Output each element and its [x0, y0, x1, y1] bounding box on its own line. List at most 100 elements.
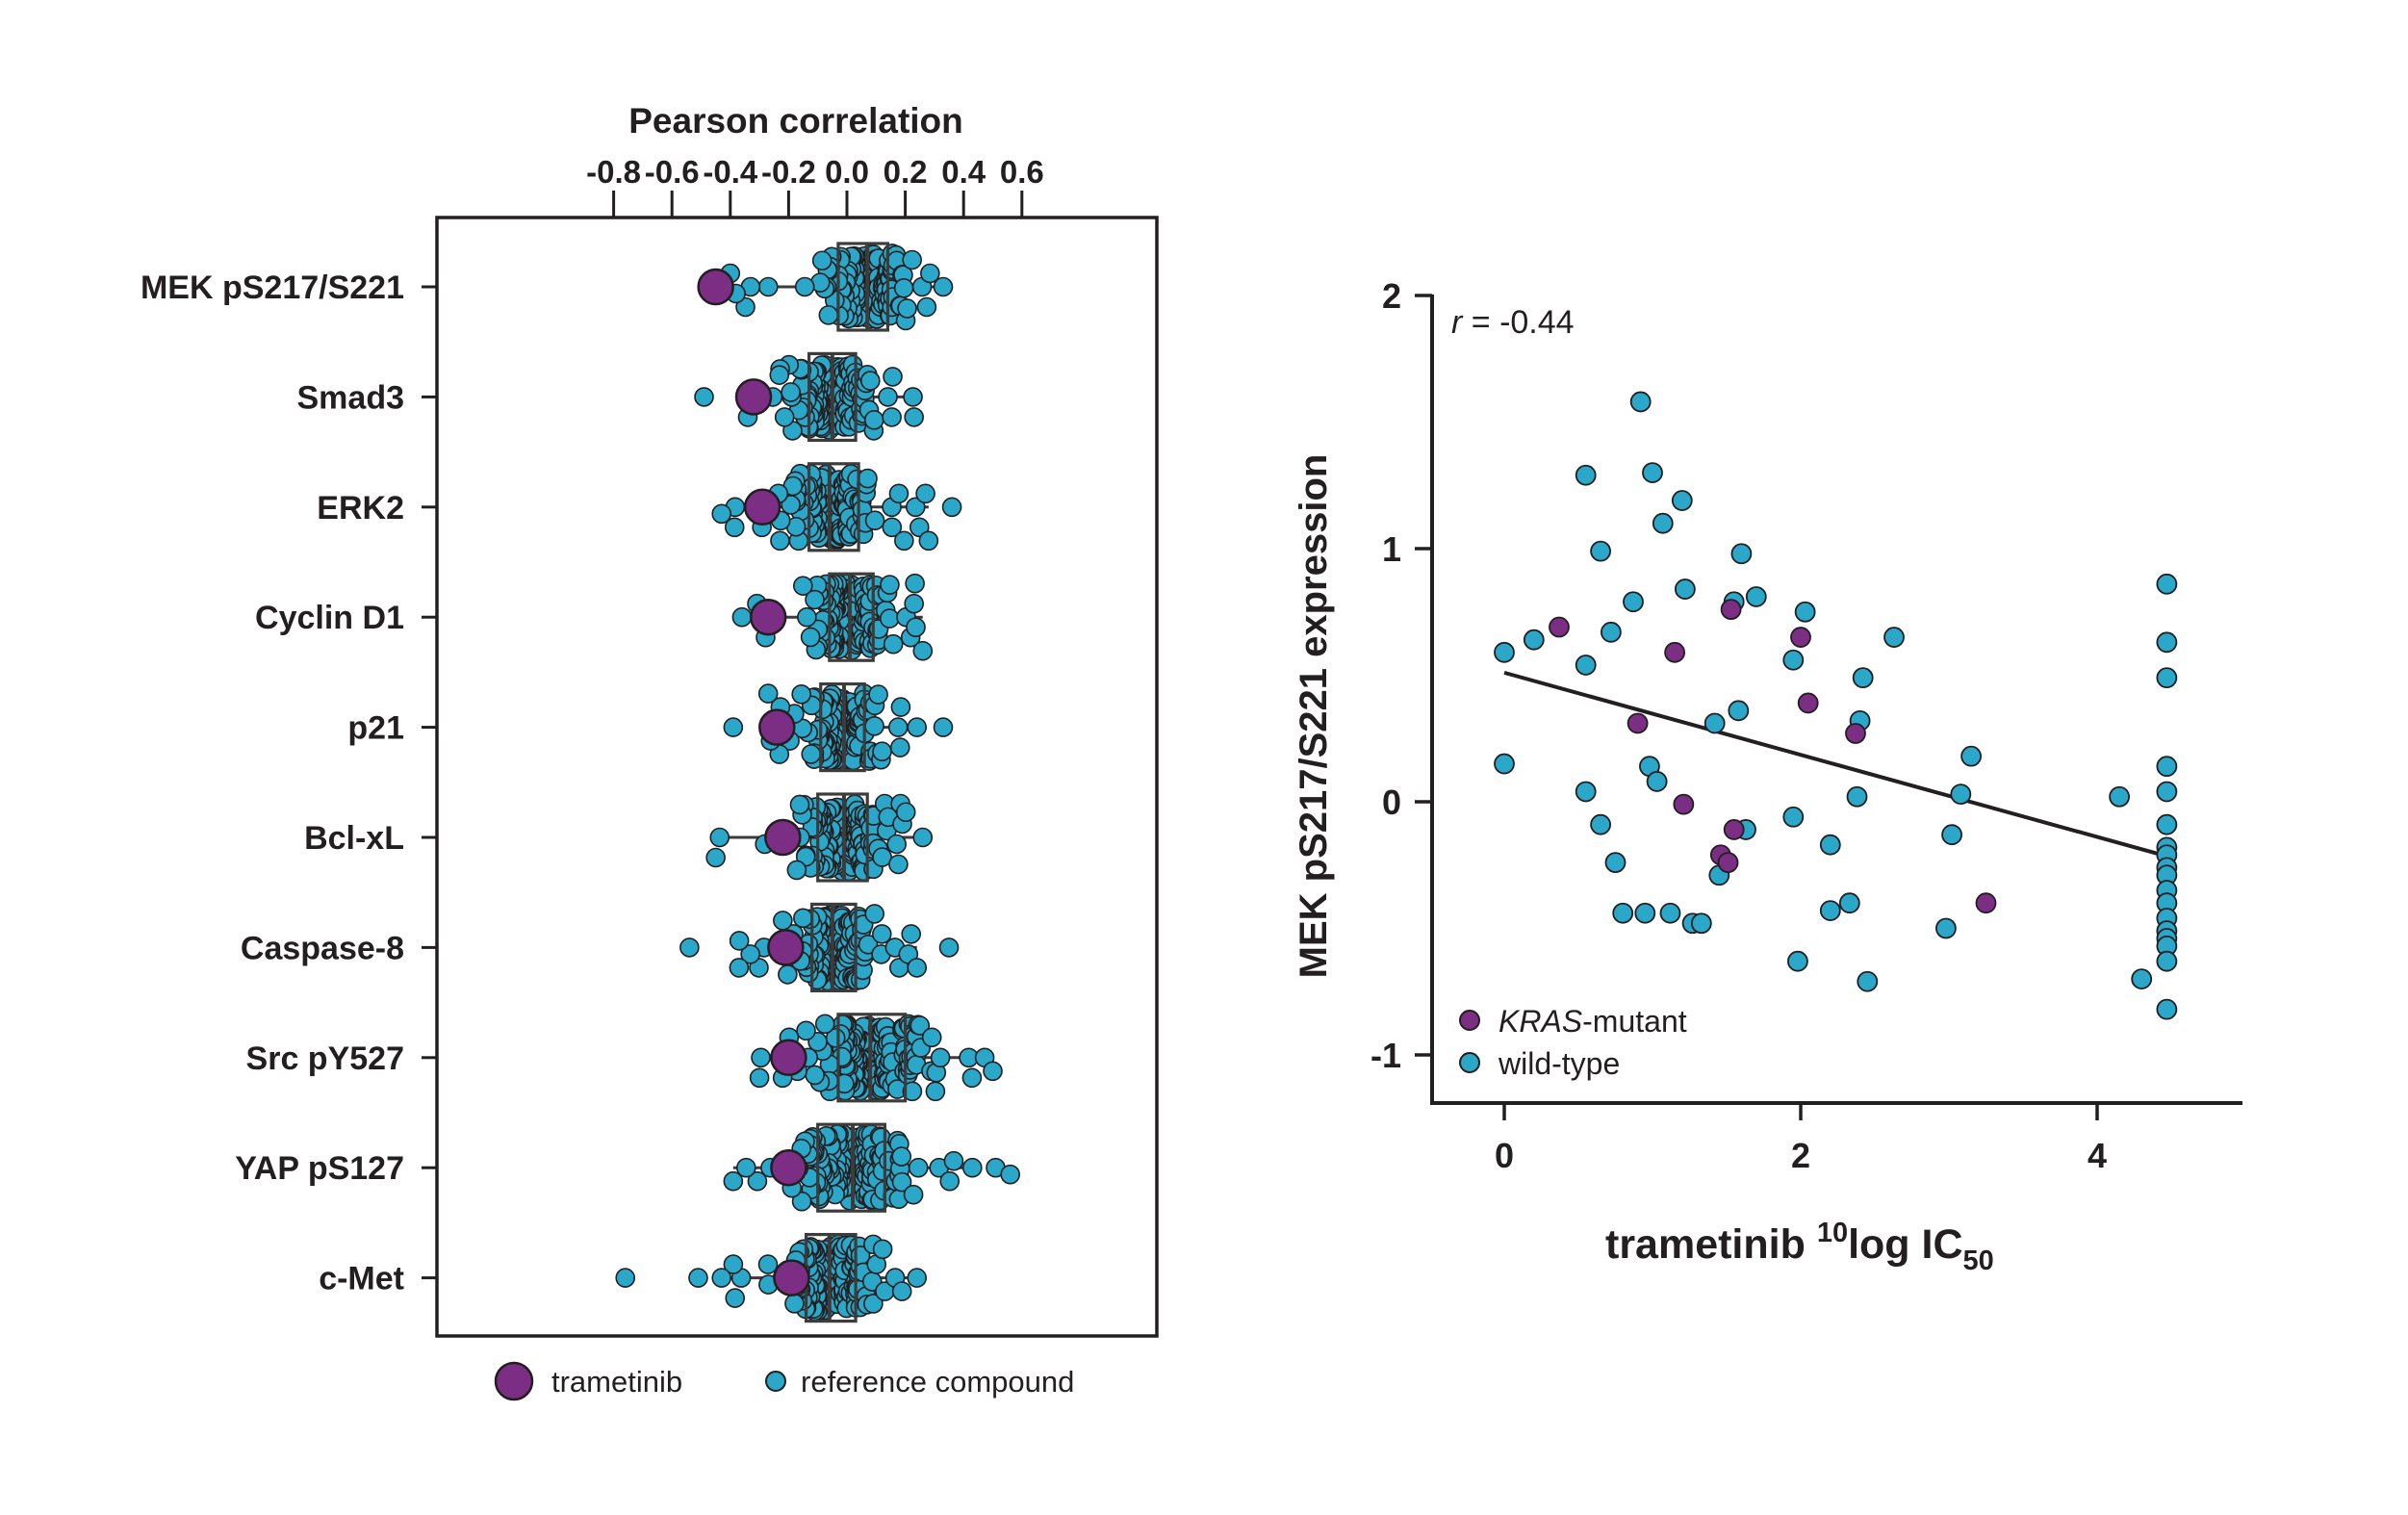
wild-type-point	[1745, 586, 1767, 607]
reference-point	[688, 1268, 708, 1288]
reference-point	[757, 1254, 779, 1274]
reference-point	[735, 296, 756, 318]
reference-point	[858, 934, 879, 955]
trametinib-point	[770, 1148, 807, 1187]
left-x-axis-title: Pearson correlation	[628, 101, 963, 141]
wild-type-point	[1494, 753, 1515, 775]
reference-point	[889, 737, 910, 758]
reference-point	[705, 847, 726, 868]
reference-point	[797, 606, 817, 628]
reference-point	[864, 510, 885, 531]
reference-point	[907, 958, 928, 978]
reference-point	[863, 410, 884, 430]
wild-type-point	[1604, 852, 1627, 874]
legend-wildtype-label: wild-type	[1498, 1046, 1620, 1081]
reference-point	[729, 931, 750, 951]
reference-point	[805, 1065, 825, 1086]
left-x-tick-label: 0.4	[941, 154, 986, 190]
wild-type-point	[1671, 490, 1693, 511]
reference-point	[781, 382, 801, 402]
wild-type-point	[1883, 627, 1905, 648]
right-x-tick-label: 4	[2088, 1136, 2107, 1175]
right-x-tick-label: 0	[1495, 1136, 1514, 1175]
left-x-tick-label: 0.2	[884, 154, 928, 190]
wild-type-point	[1838, 892, 1860, 914]
row-p21	[723, 681, 954, 773]
trametinib-point	[697, 268, 734, 306]
wild-type-point	[1575, 655, 1597, 676]
wild-type-point	[1852, 667, 1874, 689]
reference-point	[793, 576, 813, 596]
left-y-tick-label: Caspase-8	[241, 930, 404, 966]
row-caspase-8	[679, 902, 960, 993]
wild-type-point	[1819, 900, 1841, 921]
x-title-main: trametinib	[1605, 1221, 1817, 1268]
reference-point	[901, 924, 922, 944]
box	[807, 462, 860, 552]
wild-type-point	[1629, 391, 1652, 413]
reference-point	[800, 627, 821, 648]
kras-mutant-point	[1549, 616, 1570, 638]
reference-point	[920, 263, 940, 284]
wild-type-point	[1819, 834, 1841, 856]
legend-reference-label: reference compound	[801, 1365, 1074, 1399]
legend-kras-suffix: -mutant	[1582, 1004, 1687, 1039]
wild-type-point	[1600, 621, 1622, 643]
left-x-tick-label: -0.2	[761, 154, 816, 190]
reference-point	[905, 573, 925, 594]
trametinib-point	[734, 378, 773, 416]
wild-type-point	[1590, 813, 1611, 835]
wild-type-point	[1794, 601, 1816, 623]
reference-point	[961, 1067, 983, 1089]
reference-point	[902, 249, 922, 270]
wild-type-point	[1674, 578, 1696, 600]
wild-type-point	[2109, 785, 2131, 808]
reference-point	[860, 371, 881, 391]
wild-type-point	[1659, 902, 1681, 924]
wild-type-point	[1642, 462, 1663, 484]
r-symbol: r	[1451, 304, 1464, 341]
reference-point	[864, 904, 884, 924]
reference-point	[723, 1170, 744, 1192]
kras-mutant-point	[1975, 892, 1997, 914]
reference-point	[878, 387, 898, 407]
row-bcl-xl	[705, 792, 934, 883]
row-cyclin-d1	[731, 572, 934, 662]
wild-type-point	[1575, 464, 1597, 486]
wild-type-point	[2156, 631, 2178, 654]
left-plot-frame	[435, 216, 1159, 1338]
wild-type-point	[1857, 970, 1879, 992]
regression-line	[1503, 670, 2172, 860]
reference-point	[904, 407, 924, 427]
wild-type-point	[1730, 543, 1753, 565]
reference-point	[908, 1157, 929, 1178]
reference-point	[872, 847, 892, 867]
reference-point	[740, 944, 760, 964]
trametinib-point	[770, 1039, 807, 1077]
reference-point	[939, 1170, 961, 1192]
row-src-py527	[749, 1013, 1003, 1103]
reference-point	[757, 276, 779, 297]
kras-mutant-point	[1664, 641, 1685, 663]
legend-kras-italic: KRAS	[1499, 1004, 1582, 1039]
right-x-axis-title: trametinib 10log IC50	[1605, 1218, 1994, 1276]
reference-point	[679, 937, 700, 958]
right-x-axis-ticks: 0 2 4	[1495, 1103, 2107, 1175]
left-x-tick-label: 0.6	[1000, 154, 1044, 190]
trametinib-point	[773, 1259, 810, 1297]
left-y-tick-label: Bcl-xL	[304, 820, 404, 857]
reference-point	[711, 503, 732, 525]
wild-type-point	[1623, 591, 1644, 613]
reference-point	[880, 575, 900, 595]
reference-point	[773, 911, 793, 931]
reference-point	[864, 716, 884, 736]
row-erk2	[711, 462, 962, 552]
wild-type-point	[1935, 917, 1957, 939]
kras-mutant-point	[1797, 692, 1819, 714]
wild-type-point	[1494, 641, 1515, 663]
reference-point	[916, 296, 937, 318]
reference-point	[895, 802, 916, 823]
reference-point	[778, 964, 798, 985]
reference-point	[774, 407, 795, 427]
